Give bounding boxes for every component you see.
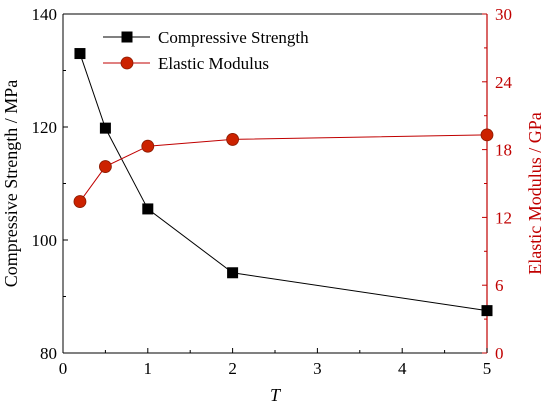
y-right-tick-label: 12 (495, 208, 512, 227)
x-tick-label: 2 (228, 359, 237, 378)
y-right-tick-label: 30 (495, 5, 512, 24)
data-point-circle (141, 139, 155, 153)
x-tick-label: 1 (144, 359, 153, 378)
legend: Compressive Strength Elastic Modulus (103, 28, 309, 73)
y-left-tick-label: 120 (32, 118, 58, 137)
y-right-tick-label: 6 (495, 276, 504, 295)
series-line-1 (79, 53, 488, 312)
legend-label-1: Compressive Strength (158, 28, 309, 47)
y-axis-left: 80 100 120 140 (32, 5, 68, 363)
data-point-circle (480, 128, 494, 142)
x-tick-label: 5 (483, 359, 492, 378)
data-point-circle (226, 133, 240, 146)
y-axis-left-title: Compressive Strength / MPa (1, 80, 21, 288)
x-tick-label: 3 (313, 359, 322, 378)
y-axis-right-title: Elastic Modulus / GPa (525, 112, 545, 275)
x-tick-label: 4 (398, 359, 407, 378)
data-point-square (74, 48, 86, 60)
legend-marker-square (121, 31, 133, 43)
y-left-tick-label: 100 (32, 231, 58, 250)
data-point-circle (99, 160, 112, 173)
y-right-tick-label: 0 (495, 344, 504, 363)
y-axis-right: 0 6 12 18 24 30 (482, 5, 513, 363)
series-line-2 (79, 134, 488, 202)
legend-label-2: Elastic Modulus (158, 54, 269, 73)
x-axis: 0 1 2 3 4 5 (59, 348, 492, 378)
y-right-tick-label: 24 (495, 73, 513, 92)
data-point-square (481, 305, 493, 317)
x-axis-title: T (270, 385, 282, 405)
legend-marker-circle (120, 56, 134, 70)
y-left-tick-label: 140 (32, 5, 58, 24)
data-point-square (227, 267, 239, 279)
data-point-square (142, 203, 154, 215)
y-right-tick-label: 18 (495, 141, 512, 160)
x-tick-label: 0 (59, 359, 68, 378)
series-layer (73, 48, 494, 317)
data-point-square (99, 122, 111, 134)
y-left-tick-label: 80 (40, 344, 57, 363)
data-point-circle (73, 195, 87, 208)
